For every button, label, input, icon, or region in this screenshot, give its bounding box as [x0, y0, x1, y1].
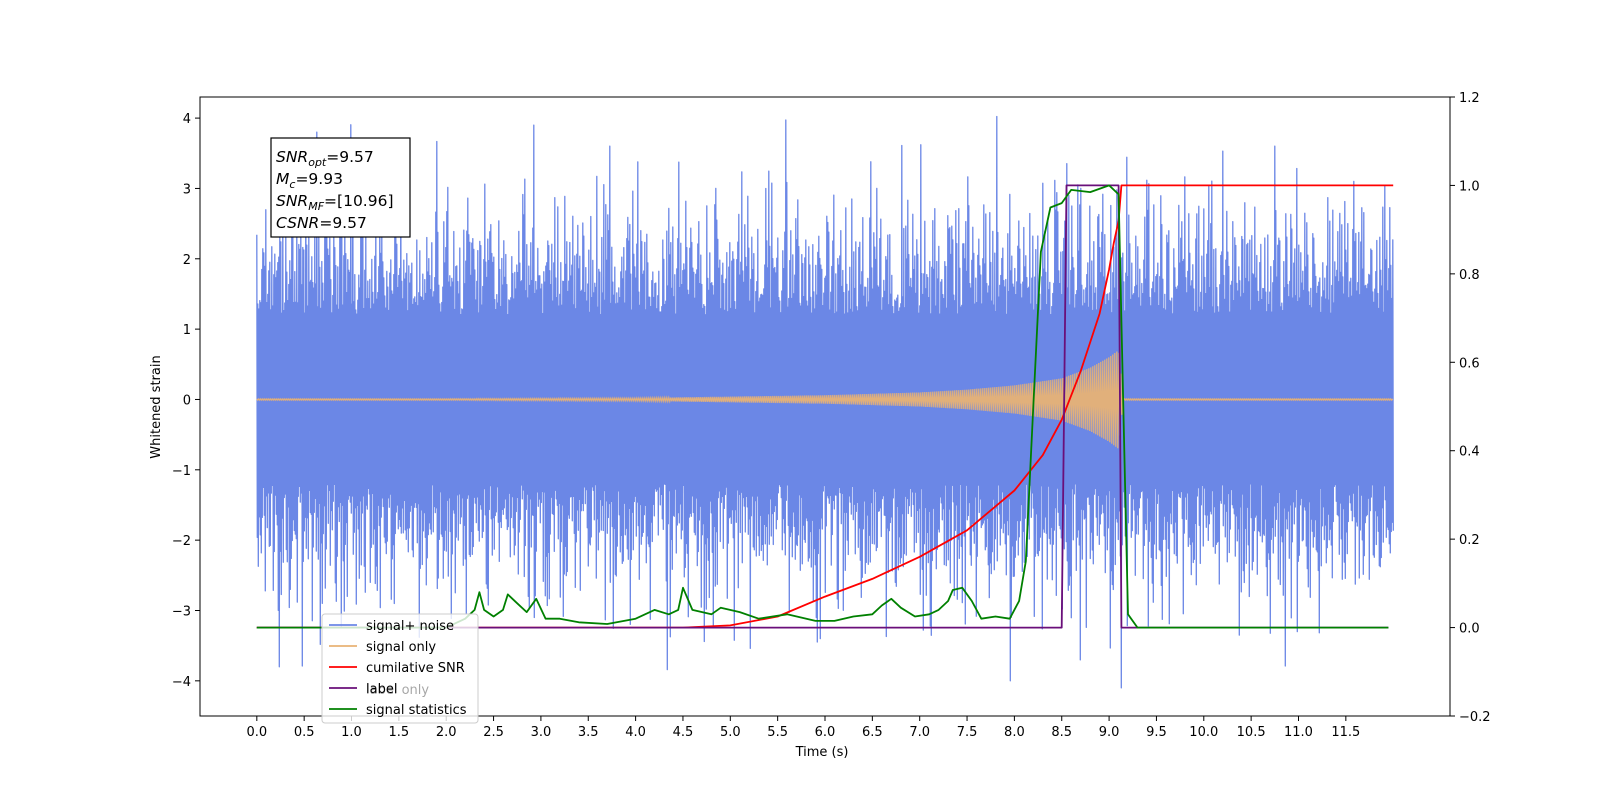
x-tick-label: 10.5 [1237, 725, 1266, 740]
y2-tick-label: −0.2 [1459, 710, 1491, 725]
x-tick-label: 0.0 [246, 725, 267, 740]
legend: label only signal+ noise signal only cumila… [321, 613, 479, 724]
y2-tick-label: 0.4 [1459, 445, 1480, 460]
x-tick-label: 3.0 [531, 725, 552, 740]
x-tick-label: 1.0 [341, 725, 362, 740]
y-tick-label: 0 [183, 393, 191, 408]
y2-tick-label: 1.2 [1459, 91, 1480, 106]
y2-tick-label: 0.6 [1459, 356, 1480, 371]
x-tick-label: 9.5 [1146, 725, 1167, 740]
x-tick-label: 9.0 [1099, 725, 1120, 740]
legend-entry-label: cumilative SNR [366, 661, 465, 676]
y2-tick-label: 1.0 [1459, 179, 1480, 194]
y-tick-label: −3 [172, 604, 191, 619]
legend-entry-label: signal+ noise [366, 619, 454, 634]
y-tick-label: −2 [172, 534, 191, 549]
series-signal-only-line [256, 351, 1394, 449]
annotation-frame [270, 137, 411, 238]
series-layer [256, 115, 1394, 689]
x-tick-label: 7.5 [957, 725, 978, 740]
legend-entry-label: signal only [366, 640, 436, 655]
x-tick-label: 11.0 [1284, 725, 1313, 740]
y-tick-label: 4 [183, 112, 191, 127]
y-tick-label: 1 [183, 323, 191, 338]
x-tick-label: 4.0 [625, 725, 646, 740]
y2-tick-label: 0.2 [1459, 533, 1480, 548]
annotation-line: SNRopt=9.57 [276, 148, 374, 169]
y-tick-label: 3 [183, 182, 191, 197]
x-tick-label: 0.5 [294, 725, 315, 740]
x-axis: 0.0 0.5 1.0 1.5 2.0 2.5 3.0 3.5 4.0 4.5 5.0 5.5 6.0 6… [246, 716, 1360, 740]
annotation-line: SNRMF=[10.96] [276, 192, 394, 213]
legend-entry-label: label [366, 682, 397, 697]
y-axis-label: Whitened strain [149, 355, 164, 458]
legend-frame [321, 613, 479, 724]
y-tick-label: −4 [172, 675, 191, 690]
x-tick-label: 4.5 [673, 725, 694, 740]
legend-entry-label: signal statistics [366, 703, 467, 718]
annotation-line: Mc=9.93 [276, 170, 343, 191]
x-tick-label: 8.5 [1051, 725, 1072, 740]
y-tick-label: −1 [172, 464, 191, 479]
x-tick-label: 5.0 [720, 725, 741, 740]
legend-ghost-text: label only [366, 683, 429, 698]
x-tick-label: 11.5 [1331, 725, 1360, 740]
series-cumilative-snr-line [256, 184, 1394, 629]
series-signal-statistics-line [256, 184, 1389, 629]
x-tick-label: 6.5 [862, 725, 883, 740]
x-tick-label: 2.0 [436, 725, 457, 740]
series-signal-noise-line [256, 115, 1394, 689]
x-tick-label: 2.5 [483, 725, 504, 740]
x-tick-label: 6.0 [815, 725, 836, 740]
x-tick-label: 7.0 [909, 725, 930, 740]
y-axis-right: 1.2 1.0 0.8 0.6 0.4 0.2 0.0 −0.2 [1450, 91, 1491, 725]
x-axis-label: Time (s) [795, 745, 849, 760]
x-tick-label: 1.5 [389, 725, 410, 740]
x-tick-label: 8.0 [1004, 725, 1025, 740]
annotation-line: CSNR=9.57 [276, 214, 367, 232]
x-tick-label: 5.5 [767, 725, 788, 740]
y-tick-label: 2 [183, 253, 191, 268]
y2-tick-label: 0.8 [1459, 268, 1480, 283]
y-axis-left: 4 3 2 1 0 −1 −2 −3 −4 [172, 112, 200, 690]
y2-tick-label: 0.0 [1459, 622, 1480, 637]
x-tick-label: 10.0 [1189, 725, 1218, 740]
x-tick-label: 3.5 [578, 725, 599, 740]
